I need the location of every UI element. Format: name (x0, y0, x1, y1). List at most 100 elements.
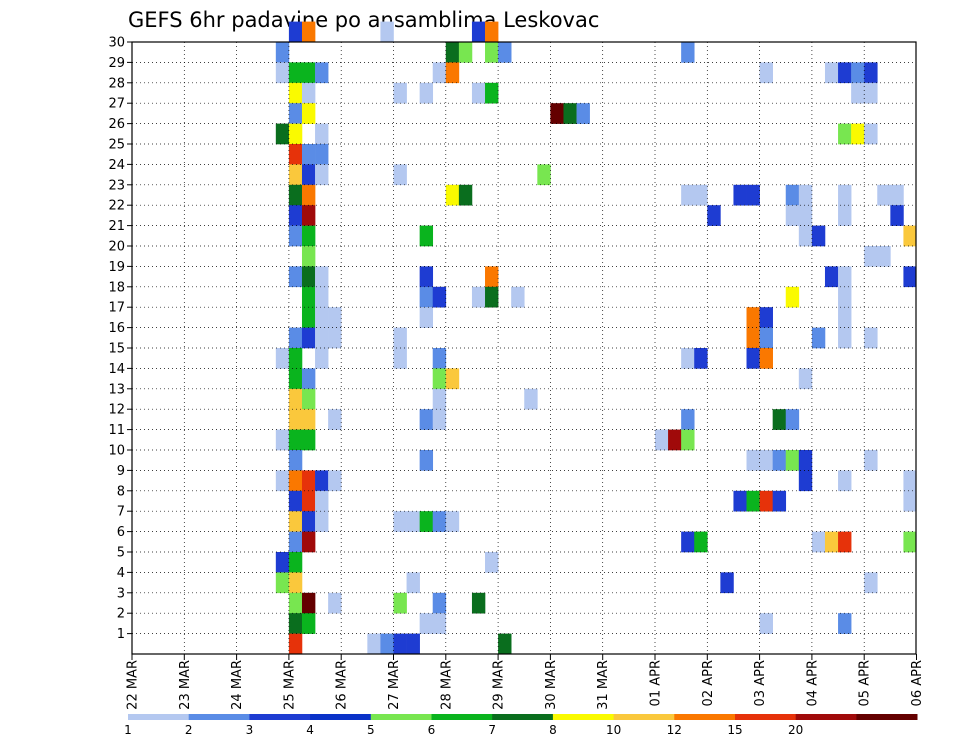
heatmap-cell (315, 470, 329, 492)
x-tick-label: 27 MAR (387, 660, 402, 710)
heatmap-cell (772, 450, 787, 471)
heatmap-cell (733, 490, 747, 512)
heatmap-cell (655, 429, 669, 451)
heatmap-cell (301, 327, 316, 349)
heatmap-cell (301, 470, 316, 492)
heatmap-cell (785, 450, 800, 471)
heatmap-cell (759, 327, 773, 349)
heatmap-cell (432, 409, 447, 430)
heatmap-cell (288, 164, 303, 186)
heatmap-cell (301, 62, 316, 84)
heatmap-cell (694, 184, 708, 206)
heatmap-cell (301, 246, 316, 267)
heatmap-cell (315, 307, 329, 328)
heatmap-cell (851, 62, 865, 84)
heatmap-cell (328, 592, 342, 614)
heatmap-cell (838, 531, 852, 553)
heatmap-cell (288, 409, 303, 430)
heatmap-cell (275, 42, 290, 63)
heatmap-cell (288, 123, 303, 145)
heatmap-cell (288, 388, 303, 410)
y-tick-label: 12 (108, 403, 125, 418)
x-tick-label: 22 MAR (126, 660, 141, 710)
heatmap-cell (838, 470, 852, 492)
heatmap-cell (864, 327, 878, 349)
y-tick-label: 18 (108, 280, 125, 295)
heatmap-cell (759, 348, 773, 369)
heatmap-cell (275, 62, 290, 84)
heatmap-cell (288, 184, 303, 206)
heatmap-cell (288, 429, 303, 451)
heatmap-cell (275, 470, 290, 492)
heatmap-cell (288, 633, 303, 655)
heatmap-cell (288, 470, 303, 492)
y-tick-label: 8 (117, 484, 125, 499)
heatmap-cell (485, 266, 499, 288)
y-tick-label: 10 (108, 444, 125, 459)
heatmap-cell (432, 592, 447, 614)
heatmap-cell (288, 613, 303, 634)
y-tick-label: 7 (117, 505, 125, 520)
heatmap-cell (301, 388, 316, 410)
x-tick-label: 29 MAR (492, 660, 507, 710)
colorbar-label: 8 (549, 723, 557, 737)
heatmap-cell (811, 327, 826, 349)
y-tick-label: 20 (108, 240, 125, 255)
x-tick-label: 30 MAR (544, 660, 559, 710)
heatmap-cell (798, 184, 813, 206)
heatmap-cell (445, 184, 460, 206)
x-tick-label: 04 APR (805, 660, 820, 706)
heatmap-cell (315, 62, 329, 84)
heatmap-cell (288, 552, 303, 573)
colorbar-label: 3 (246, 723, 254, 737)
heatmap-cell (903, 225, 917, 247)
heatmap-cell (707, 205, 721, 226)
x-tick-label: 03 APR (753, 660, 768, 706)
heatmap-cell (406, 572, 420, 594)
colorbar-label: 4 (306, 723, 314, 737)
heatmap-cell (393, 511, 407, 532)
heatmap-cell (681, 42, 695, 63)
heatmap-cell (328, 409, 342, 430)
heatmap-cell (864, 82, 878, 104)
heatmap-cell (288, 103, 303, 124)
heatmap-cell (288, 21, 303, 43)
heatmap-cell (485, 82, 499, 104)
heatmap-cell (419, 613, 434, 634)
heatmap-cell (838, 307, 852, 328)
heatmap-cell (864, 123, 878, 145)
heatmap-cell (301, 429, 316, 451)
heatmap-cell (798, 368, 813, 390)
y-tick-label: 14 (108, 362, 125, 377)
heatmap-cell (315, 490, 329, 512)
heatmap-cell (785, 409, 800, 430)
colorbar-swatch (795, 714, 857, 720)
colorbar-label: 15 (727, 723, 742, 737)
colorbar-swatch (431, 714, 493, 720)
y-tick-label: 6 (117, 525, 125, 540)
heatmap-cell (851, 123, 865, 145)
y-tick-label: 17 (108, 301, 125, 316)
heatmap-cell (301, 21, 316, 43)
y-tick-label: 2 (117, 607, 125, 622)
heatmap-cell (759, 490, 773, 512)
heatmap-cell (315, 144, 329, 165)
heatmap-cell (498, 633, 512, 655)
heatmap-cell (301, 368, 316, 390)
heatmap-cell (838, 266, 852, 288)
heatmap-cell (288, 144, 303, 165)
heatmap-cell (288, 592, 303, 614)
heatmap-cell (864, 62, 878, 84)
heatmap-cell (746, 307, 760, 328)
heatmap-cell (419, 286, 434, 308)
heatmap-cell (288, 531, 303, 553)
heatmap-cell (798, 450, 813, 471)
chart-title: GEFS 6hr padavine po ansamblima Leskovac (128, 8, 599, 32)
heatmap-cell (380, 633, 394, 655)
heatmap-cell (393, 633, 407, 655)
gridlines (132, 41, 916, 654)
heatmap-cell (485, 21, 499, 43)
heatmap-cell (772, 490, 787, 512)
heatmap-cell (498, 42, 512, 63)
heatmap-cell (288, 490, 303, 512)
